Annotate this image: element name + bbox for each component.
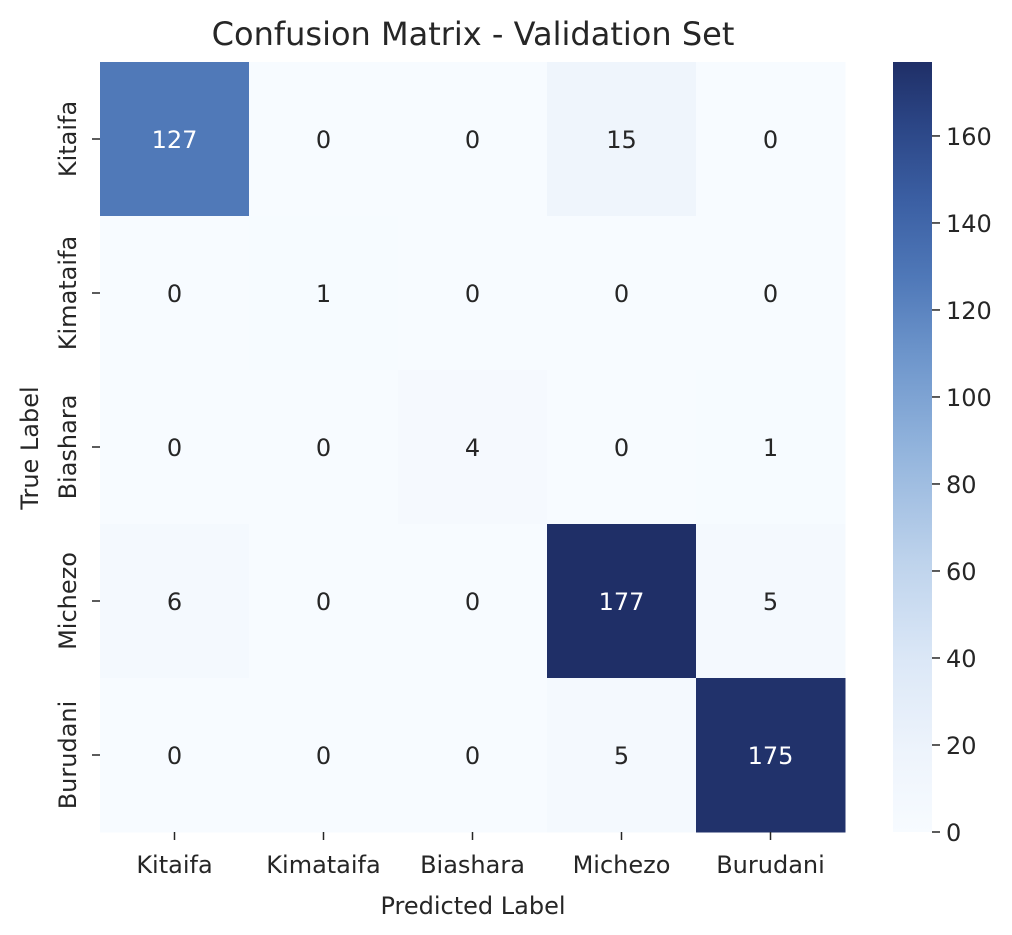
heatmap-cell <box>547 524 697 679</box>
y-tick-label: Biashara <box>54 395 82 500</box>
y-tick-label: Kitaifa <box>54 101 82 177</box>
cell-value-label: 0 <box>316 434 331 462</box>
colorbar-tick-label: 20 <box>946 732 977 760</box>
heatmap-cell <box>398 678 548 833</box>
cell-value-label: 15 <box>606 126 637 154</box>
x-tick-label: Michezo <box>573 851 671 879</box>
colorbar-ticks: 0 20 40 60 80 100 120 140 160 <box>932 123 992 847</box>
colorbar-tick-label: 120 <box>946 297 992 325</box>
colorbar-tick-label: 0 <box>946 819 961 847</box>
colorbar-tick-label: 80 <box>946 471 977 499</box>
x-tick-label: Biashara <box>420 851 525 879</box>
heatmap-cell <box>547 678 697 833</box>
x-axis-ticks: Kitaifa Kimataifa Biashara Michezo Burudani <box>136 832 825 879</box>
heatmap-cell <box>696 370 846 525</box>
heatmap-cell <box>547 370 697 525</box>
cell-value-label: 0 <box>167 280 182 308</box>
colorbar-tick-label: 60 <box>946 558 977 586</box>
cell-value-label: 0 <box>614 280 629 308</box>
heatmap-cell <box>398 216 548 371</box>
heatmap-cell <box>398 370 548 525</box>
x-tick-label: Burudani <box>716 851 825 879</box>
cell-value-label: 0 <box>465 588 480 616</box>
y-axis-ticks: Kitaifa Kimataifa Biashara Michezo Burudani <box>54 101 100 809</box>
x-tick-label: Kitaifa <box>136 851 212 879</box>
cell-value-label: 1 <box>316 280 331 308</box>
cell-value-label: 0 <box>167 434 182 462</box>
y-tick-label: Michezo <box>54 552 82 650</box>
cell-value-label: 0 <box>763 126 778 154</box>
heatmap-cell <box>100 216 250 371</box>
heatmap-cell <box>249 370 399 525</box>
cell-value-label: 0 <box>614 434 629 462</box>
heatmap-cell <box>249 216 399 371</box>
heatmap-cell <box>100 678 250 833</box>
heatmap-cell <box>100 370 250 525</box>
cell-value-label: 0 <box>465 742 480 770</box>
cell-value-label: 0 <box>465 280 480 308</box>
heatmap-cell <box>249 678 399 833</box>
heatmap-cell <box>398 62 548 217</box>
cell-value-label: 5 <box>614 742 629 770</box>
heatmap-cell <box>100 524 250 679</box>
cell-value-label: 0 <box>763 280 778 308</box>
y-axis-label: True Label <box>16 386 44 510</box>
cell-value-label: 0 <box>316 742 331 770</box>
x-tick-label: Kimataifa <box>266 851 380 879</box>
colorbar <box>893 62 932 832</box>
cell-value-label: 6 <box>167 588 182 616</box>
heatmap-cell-labels: 127 0 0 15 0 0 1 0 0 0 0 0 4 0 1 6 0 0 177 5 0 0 0 5 175 <box>152 126 794 770</box>
cell-value-label: 175 <box>748 742 794 770</box>
heatmap-cell <box>547 216 697 371</box>
heatmap-cell <box>696 62 846 217</box>
cell-value-label: 4 <box>465 434 480 462</box>
heatmap-cell <box>398 524 548 679</box>
colorbar-tick-label: 160 <box>946 123 992 151</box>
colorbar-tick-label: 40 <box>946 645 977 673</box>
heatmap-cell <box>249 524 399 679</box>
heatmap-cell <box>100 62 250 217</box>
x-axis-label: Predicted Label <box>380 892 565 920</box>
cell-value-label: 0 <box>316 588 331 616</box>
heatmap-cells <box>100 62 846 833</box>
cell-value-label: 1 <box>763 434 778 462</box>
colorbar-tick-label: 140 <box>946 210 992 238</box>
heatmap-cell <box>696 524 846 679</box>
cell-value-label: 0 <box>316 126 331 154</box>
cell-value-label: 0 <box>167 742 182 770</box>
y-tick-label: Kimataifa <box>54 236 82 350</box>
cell-value-label: 0 <box>465 126 480 154</box>
y-tick-label: Burudani <box>54 701 82 810</box>
cell-value-label: 127 <box>152 126 198 154</box>
cell-value-label: 177 <box>599 588 645 616</box>
colorbar-tick-label: 100 <box>946 384 992 412</box>
cell-value-label: 5 <box>763 588 778 616</box>
chart-title: Confusion Matrix - Validation Set <box>212 15 735 53</box>
heatmap-cell <box>696 678 846 833</box>
heatmap-cell <box>696 216 846 371</box>
heatmap-cell <box>547 62 697 217</box>
heatmap-cell <box>249 62 399 217</box>
